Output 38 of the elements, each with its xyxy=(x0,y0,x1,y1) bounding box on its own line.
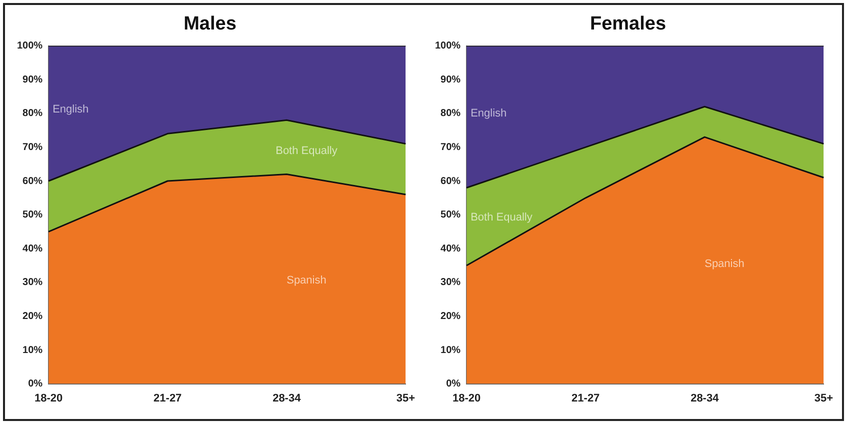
series-label: Spanish xyxy=(286,274,326,287)
y-tick-label: 90% xyxy=(440,74,461,86)
y-tick-label: 40% xyxy=(440,243,461,254)
y-tick-label: 50% xyxy=(440,210,461,221)
y-tick-label: 0% xyxy=(28,378,43,390)
y-tick-label: 20% xyxy=(440,310,461,322)
x-tick-label: 28-34 xyxy=(272,392,302,404)
series-label: Spanish xyxy=(704,258,744,270)
y-tick-label: 80% xyxy=(440,108,461,120)
series-label: English xyxy=(52,103,89,116)
series-label: English xyxy=(470,107,507,120)
x-tick-label: 35+ xyxy=(396,392,416,404)
x-tick-label: 18-20 xyxy=(452,392,481,404)
y-tick-label: 10% xyxy=(22,344,43,356)
x-tick-label: 28-34 xyxy=(690,392,720,404)
y-tick-label: 60% xyxy=(440,176,461,187)
y-tick-label: 0% xyxy=(446,378,461,390)
y-tick-label: 80% xyxy=(22,108,43,120)
y-tick-label: 70% xyxy=(22,142,43,153)
y-tick-label: 100% xyxy=(17,40,43,52)
x-tick-label: 21-27 xyxy=(572,392,600,404)
series-label: Both Equally xyxy=(470,212,533,224)
y-tick-label: 90% xyxy=(22,74,43,86)
chart-title: Males xyxy=(184,14,236,35)
y-tick-label: 40% xyxy=(22,243,43,254)
x-tick-label: 21-27 xyxy=(154,392,182,404)
y-tick-label: 50% xyxy=(22,210,43,221)
chart-title: Females xyxy=(590,14,666,35)
y-tick-label: 70% xyxy=(440,142,461,153)
y-tick-label: 20% xyxy=(22,310,43,322)
x-tick-label: 35+ xyxy=(814,392,834,404)
series-label: Both Equally xyxy=(276,144,338,157)
y-tick-label: 30% xyxy=(440,277,461,288)
y-tick-label: 10% xyxy=(440,344,461,356)
y-tick-label: 60% xyxy=(22,176,43,187)
y-tick-label: 30% xyxy=(22,277,43,288)
x-tick-label: 18-20 xyxy=(34,392,63,404)
y-tick-label: 100% xyxy=(435,40,461,52)
